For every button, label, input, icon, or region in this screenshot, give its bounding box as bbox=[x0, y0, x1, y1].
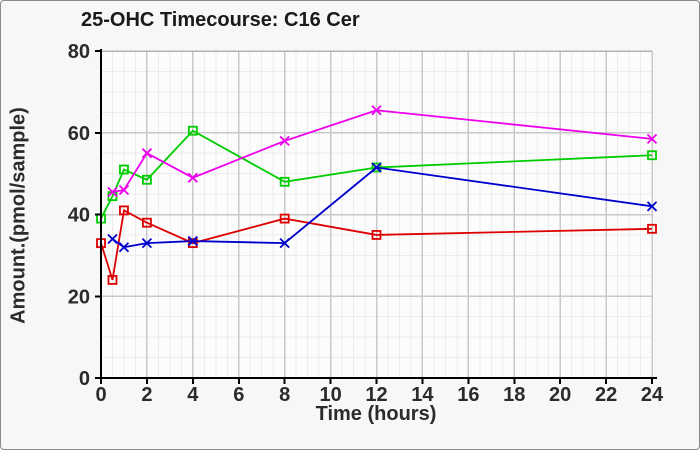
x-tick-label: 4 bbox=[187, 384, 199, 406]
marker-square-green-squares bbox=[187, 125, 198, 136]
marker-x-magenta-crosses bbox=[118, 184, 130, 196]
x-tick-label: 12 bbox=[365, 384, 387, 406]
x-tick-label: 2 bbox=[141, 384, 152, 406]
x-tick-label: 10 bbox=[319, 384, 341, 406]
x-tick-label: 20 bbox=[549, 384, 571, 406]
marker-x-magenta-crosses bbox=[107, 186, 118, 198]
x-tick-label: 18 bbox=[503, 384, 525, 406]
y-tick-label: 40 bbox=[68, 205, 90, 227]
x-tick-label: 14 bbox=[411, 384, 434, 406]
y-axis-label: Amount.(pmol/sample) bbox=[7, 107, 30, 324]
marker-square-green-squares bbox=[647, 150, 657, 161]
marker-square-red-squares bbox=[119, 205, 129, 216]
marker-square-red-squares bbox=[279, 213, 290, 224]
series-line-red-squares bbox=[100, 209, 653, 281]
x-axis-label: Time (hours) bbox=[315, 403, 437, 425]
marker-square-green-squares bbox=[279, 176, 290, 187]
y-tick-label: 20 bbox=[68, 286, 90, 308]
marker-x-magenta-crosses bbox=[646, 133, 658, 145]
marker-x-blue-crosses bbox=[141, 237, 153, 249]
marker-x-magenta-crosses bbox=[187, 172, 198, 183]
marker-x-blue-crosses bbox=[646, 201, 658, 212]
marker-x-blue-crosses bbox=[187, 235, 198, 247]
x-tick-label: 24 bbox=[641, 384, 664, 406]
marker-x-blue-crosses bbox=[279, 237, 290, 249]
x-tick-label: 22 bbox=[595, 384, 617, 406]
x-tick-label: 0 bbox=[95, 384, 106, 406]
marker-square-red-squares bbox=[647, 223, 657, 234]
marker-x-magenta-crosses bbox=[371, 105, 382, 116]
x-tick-label: 8 bbox=[279, 384, 290, 406]
marker-square-green-squares bbox=[119, 164, 129, 175]
marker-square-red-squares bbox=[107, 274, 118, 285]
marker-square-red-squares bbox=[371, 230, 382, 240]
marker-x-blue-crosses bbox=[371, 162, 382, 173]
marker-square-green-squares bbox=[142, 174, 152, 185]
chart-title: 25-OHC Timecourse: C16 Cer bbox=[81, 9, 360, 31]
y-tick-label: 60 bbox=[68, 123, 90, 145]
x-tick-label: 16 bbox=[457, 384, 479, 406]
marker-x-blue-crosses bbox=[118, 242, 130, 253]
marker-square-red-squares bbox=[187, 238, 198, 249]
marker-x-blue-crosses bbox=[107, 233, 118, 245]
y-tick-label: 80 bbox=[68, 41, 90, 63]
marker-square-red-squares bbox=[142, 217, 152, 228]
marker-x-magenta-crosses bbox=[141, 148, 153, 159]
y-tick-label: 0 bbox=[79, 368, 90, 390]
x-tick-label: 6 bbox=[233, 384, 244, 406]
marker-x-magenta-crosses bbox=[279, 135, 290, 147]
